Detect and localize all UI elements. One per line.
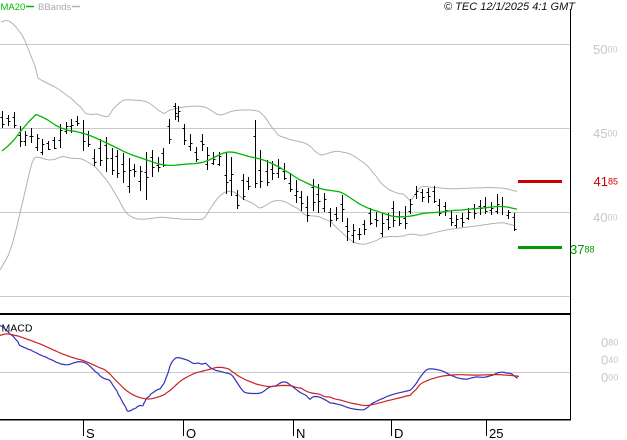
svg-text:000: 000 [601, 370, 618, 385]
svg-text:4185: 4185 [594, 174, 618, 189]
svg-text:N: N [296, 426, 305, 440]
svg-text:O: O [186, 426, 196, 440]
svg-text:4500: 4500 [593, 126, 617, 141]
svg-text:S: S [86, 426, 95, 440]
svg-text:BBands: BBands [38, 2, 72, 13]
svg-text:MA20: MA20 [1, 2, 26, 13]
svg-text:040: 040 [601, 353, 618, 368]
svg-text:5000: 5000 [593, 42, 617, 57]
svg-text:4000: 4000 [593, 210, 617, 225]
svg-text:MACD: MACD [2, 323, 33, 335]
svg-text:25: 25 [489, 426, 503, 440]
svg-text:080: 080 [601, 335, 618, 350]
svg-text:3788: 3788 [570, 242, 594, 257]
svg-text:© TEC 12/1/2025 4:1 GMT: © TEC 12/1/2025 4:1 GMT [444, 1, 576, 13]
svg-text:D: D [394, 426, 403, 440]
